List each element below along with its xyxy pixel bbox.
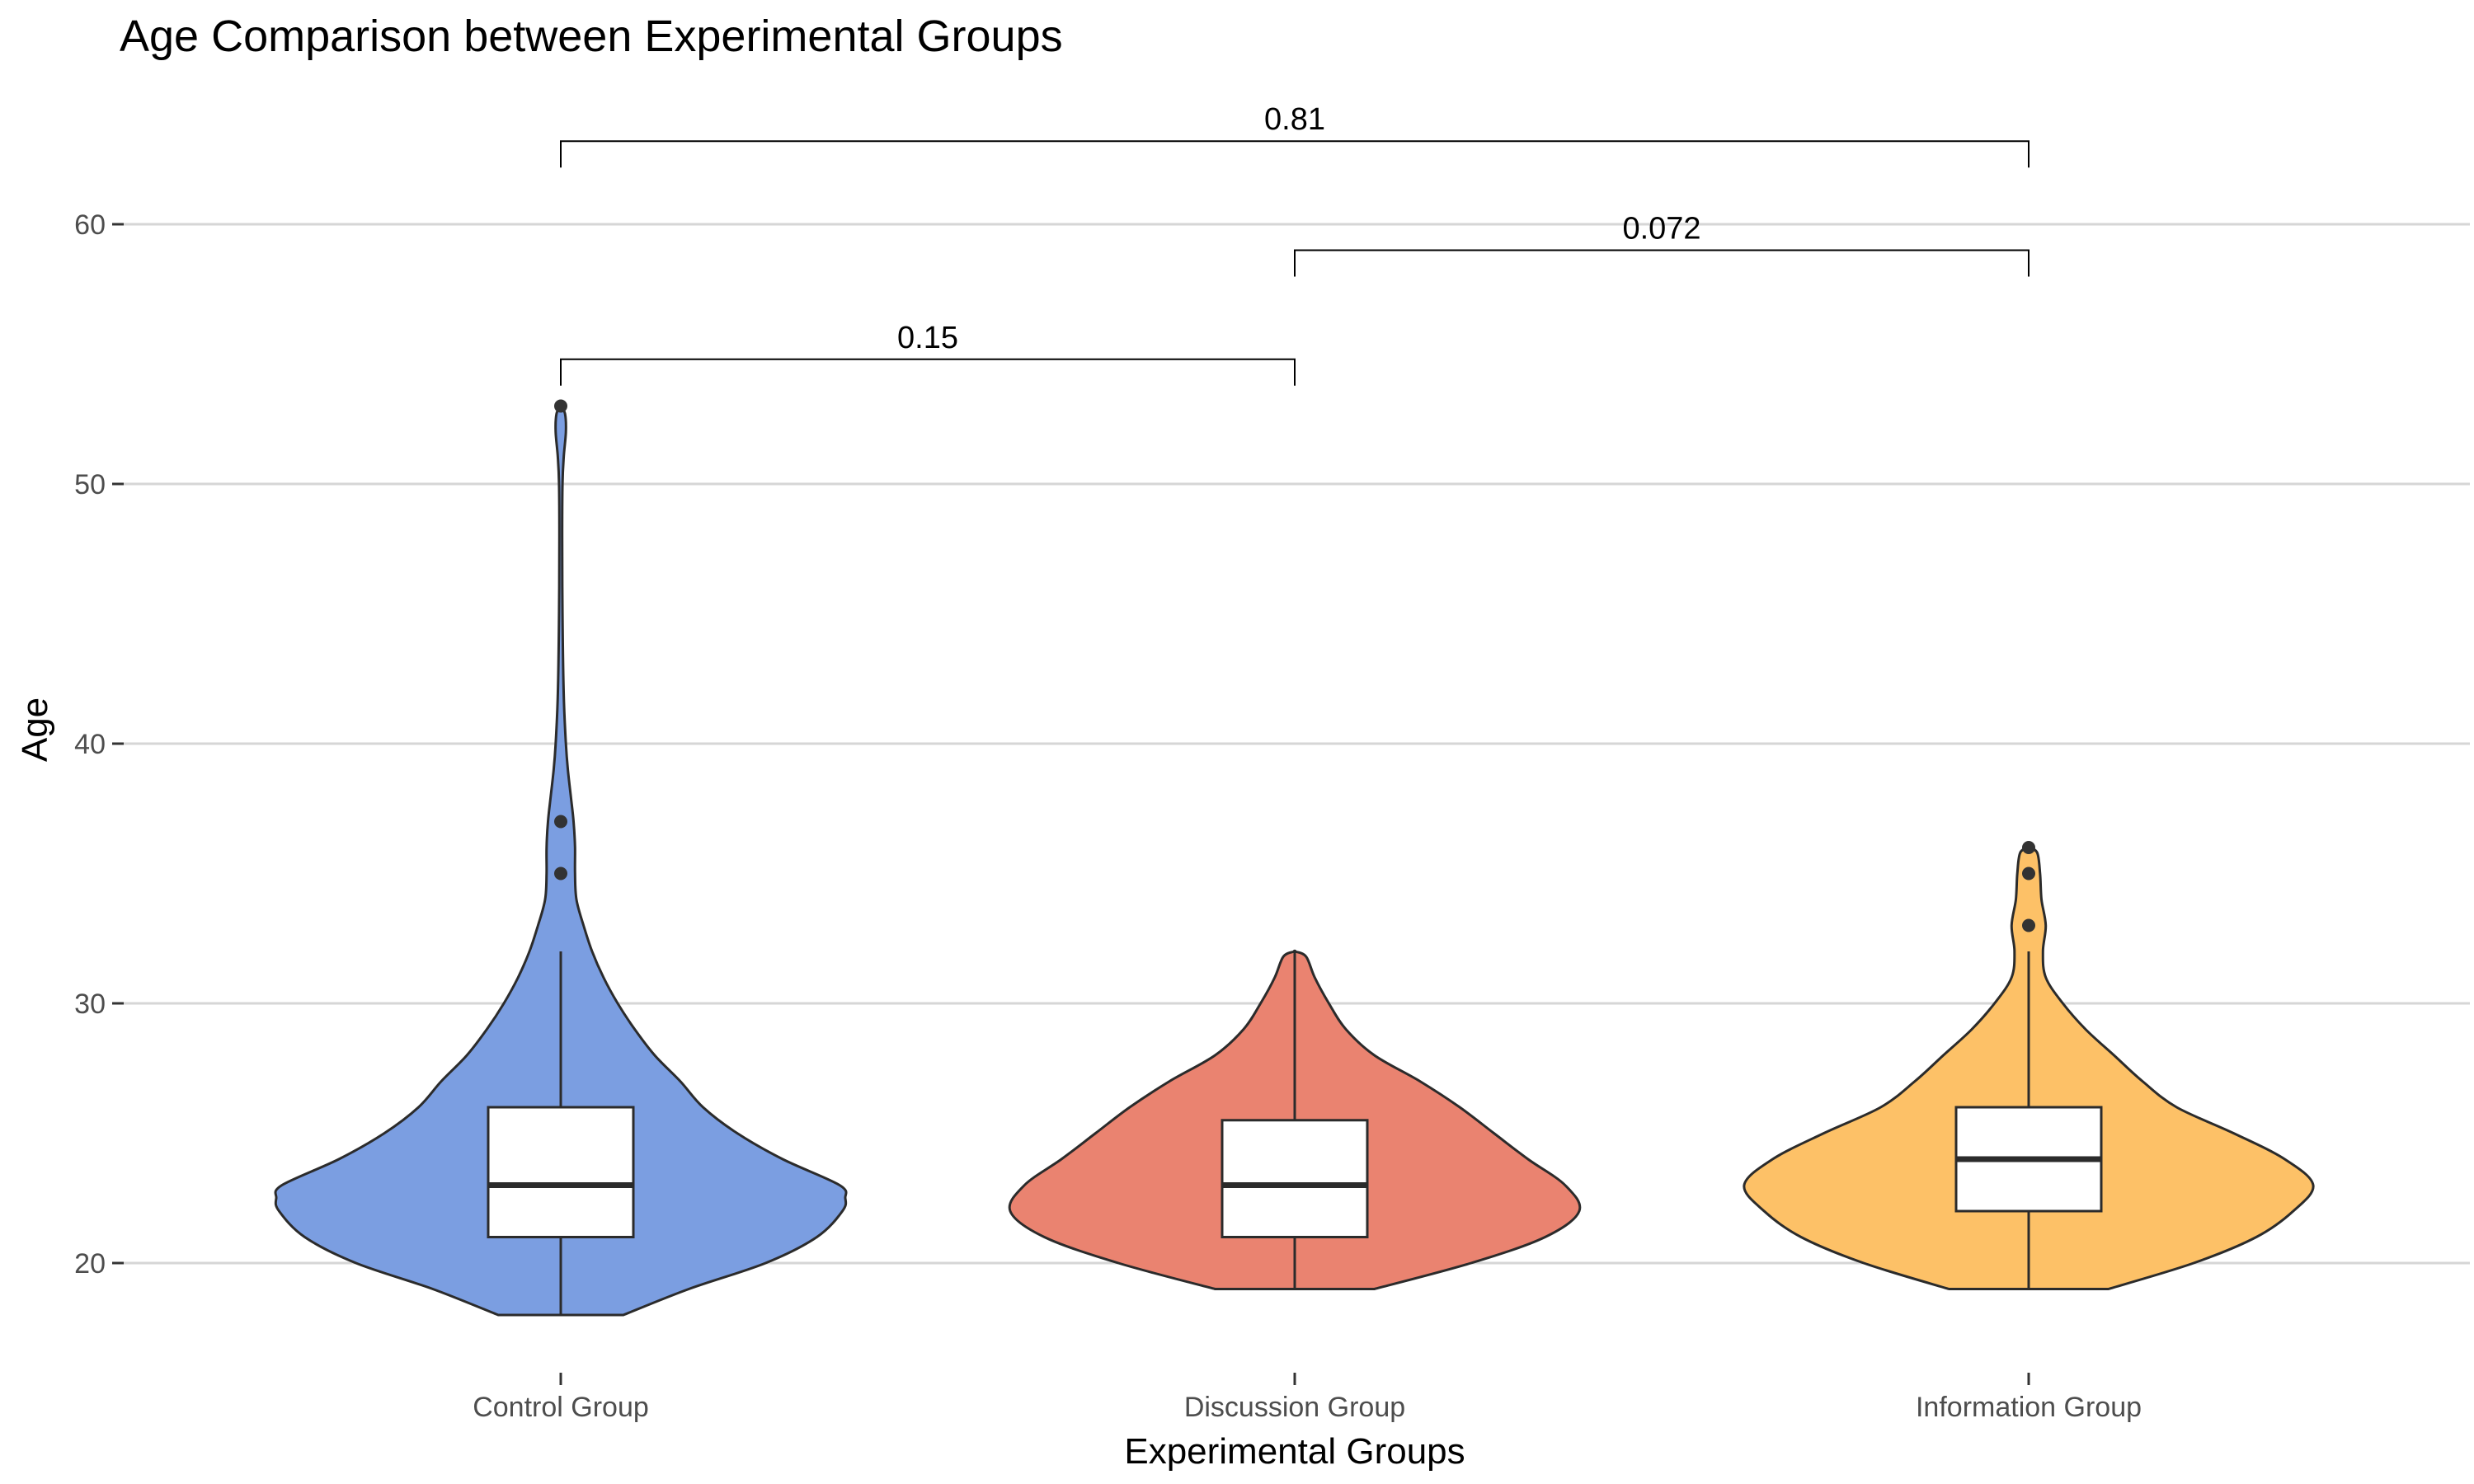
outlier-point-control-group-1 bbox=[554, 815, 567, 829]
y-axis-title: Age bbox=[15, 697, 55, 762]
x-tick-label-discussion-group: Discussion Group bbox=[1184, 1392, 1405, 1423]
comparison-bracket-2 bbox=[560, 140, 2030, 168]
y-tick-label-30: 30 bbox=[74, 989, 106, 1020]
comparison-bracket-1 bbox=[1294, 249, 2030, 277]
chart-title: Age Comparison between Experimental Grou… bbox=[120, 12, 1063, 61]
outlier-point-information-group-2 bbox=[2022, 841, 2035, 854]
y-tick-label-20: 20 bbox=[74, 1248, 106, 1280]
outlier-point-information-group-1 bbox=[2022, 866, 2035, 881]
outlier-point-control-group-0 bbox=[554, 866, 567, 881]
x-tick-label-information-group: Information Group bbox=[1916, 1392, 2142, 1423]
y-tick-label-40: 40 bbox=[74, 729, 106, 760]
axis-layer: 20 30 40 50 60 Control Group Discussion Group I… bbox=[74, 209, 2142, 1423]
outlier-point-control-group-2 bbox=[554, 399, 567, 413]
box-control-group bbox=[487, 1106, 635, 1238]
y-tick-label-60: 60 bbox=[74, 209, 106, 241]
box-discussion-group bbox=[1221, 1119, 1369, 1238]
comparison-bracket-0 bbox=[560, 358, 1296, 386]
x-tick-label-control-group: Control Group bbox=[473, 1392, 649, 1423]
comparison-label-1: 0.072 bbox=[1622, 212, 1700, 247]
outlier-point-information-group-0 bbox=[2022, 918, 2035, 932]
box-layer bbox=[487, 951, 2103, 1315]
y-tick-label-50: 50 bbox=[74, 469, 106, 500]
x-axis-title: Experimental Groups bbox=[1124, 1431, 1465, 1472]
outlier-layer bbox=[554, 399, 2035, 932]
comparison-layer: 0.15 0.072 0.81 bbox=[560, 102, 2030, 386]
comparison-label-0: 0.15 bbox=[897, 321, 958, 355]
comparison-label-2: 0.81 bbox=[1264, 102, 1325, 137]
